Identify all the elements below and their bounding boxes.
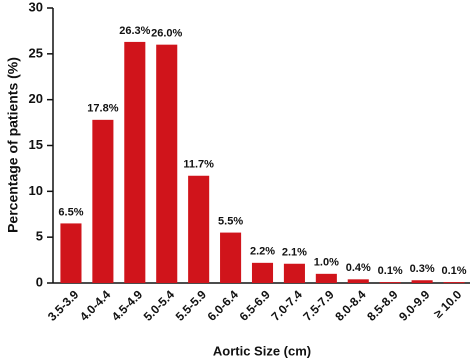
value-label: 11.7% — [183, 159, 214, 171]
x-tick-label: 9.0-9.9 — [396, 287, 433, 324]
value-label: 26.0% — [151, 28, 182, 40]
value-label: 6.5% — [58, 206, 83, 218]
y-tick-label: 15 — [29, 137, 43, 152]
x-tick-label: 4.0-4.4 — [77, 287, 114, 324]
bar — [92, 119, 114, 283]
x-tick-label: 5.0-5.4 — [141, 287, 178, 324]
y-axis-label: Percentage of patients (%) — [5, 57, 21, 233]
value-label: 2.2% — [250, 246, 275, 258]
value-label: 1.0% — [314, 257, 339, 269]
value-label: 5.5% — [218, 215, 243, 227]
x-tick-label: 3.5-3.9 — [45, 287, 82, 324]
value-label: 26.3% — [119, 25, 150, 37]
x-axis-label: Aortic Size (cm) — [213, 343, 311, 358]
value-label: 0.4% — [346, 262, 371, 274]
bar — [60, 223, 82, 283]
y-tick-label: 20 — [29, 91, 43, 106]
value-label: 17.8% — [87, 103, 118, 115]
bar — [156, 44, 178, 283]
bar — [188, 175, 210, 283]
y-tick-label: 5 — [36, 229, 43, 244]
bar — [124, 41, 146, 283]
x-tick-label: 6.5-6.9 — [237, 287, 274, 324]
x-tick-label: 7.0-7.4 — [268, 287, 305, 324]
x-tick-label: 7.5-7.9 — [300, 287, 337, 324]
value-label: 0.3% — [410, 263, 435, 275]
x-tick-label: 8.5-8.9 — [364, 287, 401, 324]
bar — [251, 262, 274, 283]
x-tick-label: 8.0-8.4 — [332, 287, 369, 324]
bar — [315, 273, 337, 283]
value-label: 2.1% — [282, 247, 307, 259]
bar — [443, 282, 465, 284]
bar — [220, 232, 242, 283]
y-tick-label: 10 — [29, 183, 43, 198]
y-tick-label: 0 — [36, 274, 43, 289]
value-label: 0.1% — [441, 265, 466, 277]
x-tick-label: 5.5-5.9 — [173, 287, 210, 324]
x-tick-label: 4.5-4.9 — [109, 287, 146, 324]
x-tick-label: ≥ 10.0 — [431, 287, 465, 321]
bar — [379, 282, 401, 284]
y-tick-label: 25 — [29, 45, 43, 60]
x-tick-label: 6.0-6.4 — [205, 287, 242, 324]
value-label: 0.1% — [378, 265, 403, 277]
y-tick-label: 30 — [29, 0, 43, 14]
bar — [283, 263, 305, 283]
bar — [347, 279, 369, 283]
bar — [411, 280, 433, 283]
